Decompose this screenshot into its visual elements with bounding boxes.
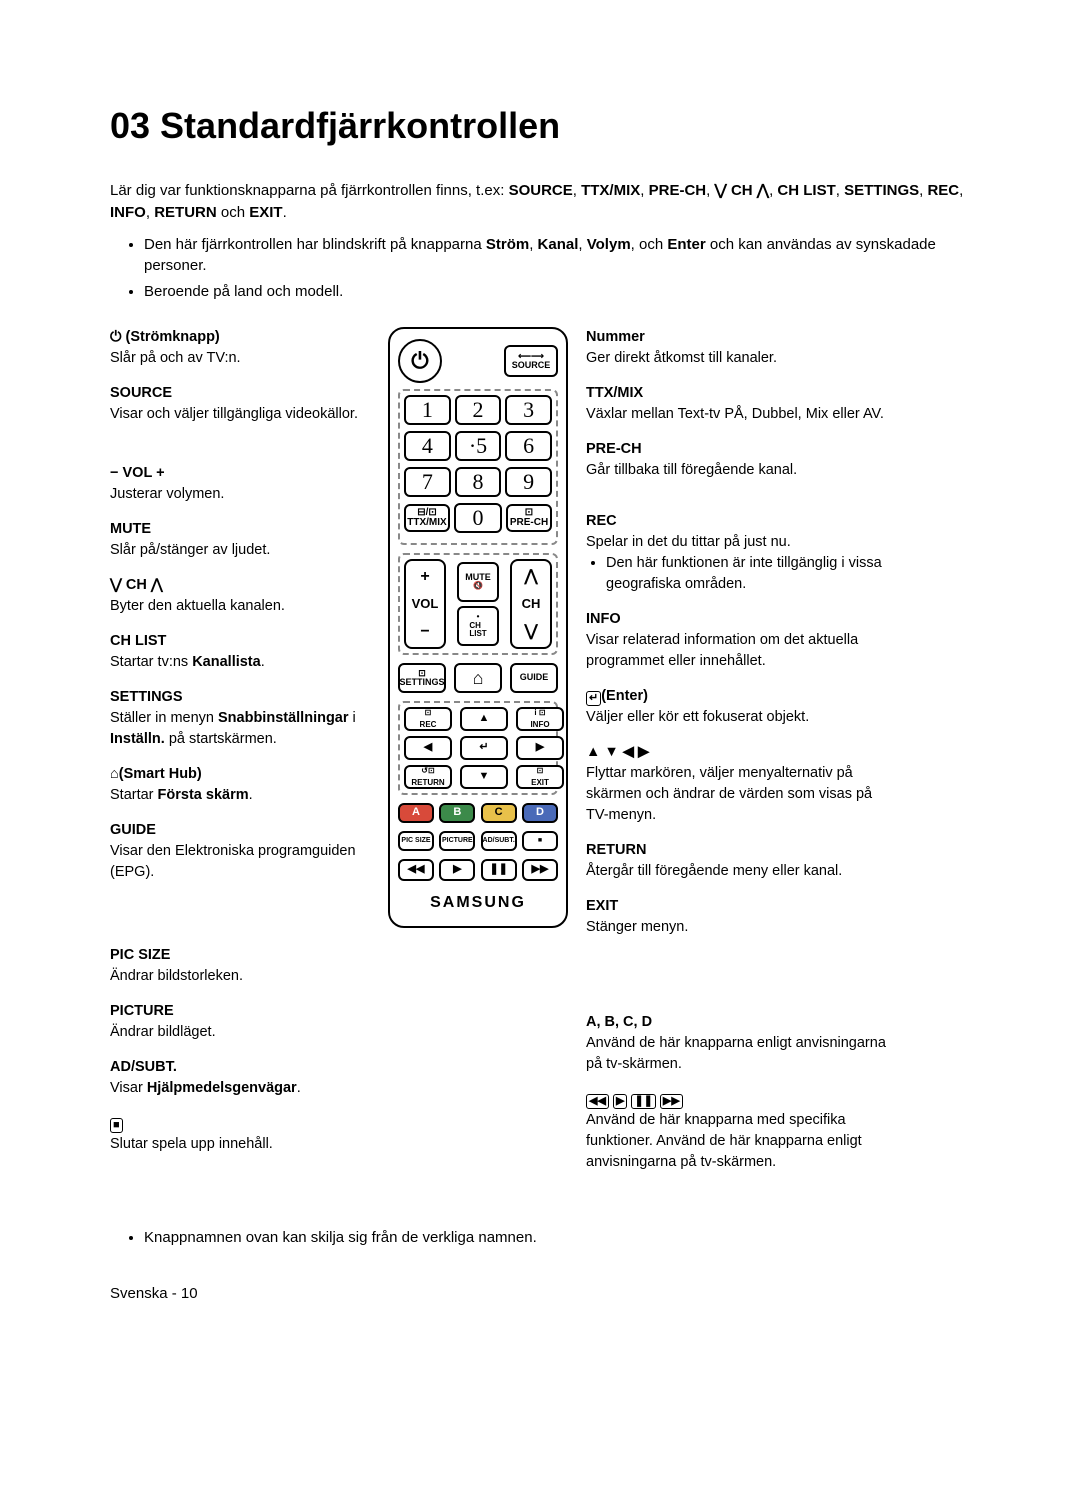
remote-ch-rocker: ⋀CH⋁: [510, 559, 552, 649]
callout-adsubt: AD/SUBT. Visar Hjälpmedelsgenvägar.: [110, 1057, 370, 1099]
list-item: Den här funktionen är inte tillgänglig i…: [606, 553, 896, 595]
callout-nummer: Nummer Ger direkt åtkomst till kanaler.: [586, 327, 896, 369]
remote-num-1: 1: [404, 395, 451, 425]
remote-exit-button: ⊡EXIT: [516, 765, 564, 789]
callout-vol: − VOL + Justerar volymen.: [110, 463, 370, 505]
bottom-note: Knappnamnen ovan kan skilja sig från de …: [110, 1227, 970, 1249]
home-icon: ⌂: [110, 766, 119, 782]
remote-picture-button: PICTURE: [439, 831, 475, 851]
remote-power-button: ⏻: [398, 339, 442, 383]
remote-num-6: 6: [505, 431, 552, 461]
callout-rec: REC Spelar in det du tittar på just nu. …: [586, 511, 896, 595]
callout-smarthub: ⌂(Smart Hub) Startar Första skärm.: [110, 764, 370, 806]
remote-guide-button: GUIDE: [510, 663, 558, 693]
forward-icon: ▶▶: [660, 1094, 683, 1109]
callout-chlist: CH LIST Startar tv:ns Kanallista.: [110, 631, 370, 673]
remote-num-5: ·5: [455, 431, 502, 461]
remote-color-d-button: D: [522, 803, 558, 823]
remote-play-button: ▶: [439, 859, 475, 881]
remote-brand: SAMSUNG: [398, 891, 558, 914]
list-item: Den här fjärrkontrollen har blindskrift …: [144, 234, 970, 278]
remote-vol-rocker: +VOL−: [404, 559, 446, 649]
page-footer: Svenska - 10: [110, 1283, 970, 1305]
remote-num-2: 2: [455, 395, 502, 425]
callout-enter: ↵(Enter) Väljer eller kör ett fokuserat …: [586, 686, 896, 728]
callout-stop: ■ Slutar spela upp innehåll.: [110, 1113, 370, 1155]
callout-picture: PICTURE Ändrar bildläget.: [110, 1001, 370, 1043]
stop-icon: ■: [110, 1118, 123, 1133]
remote-picsize-button: PIC SIZE: [398, 831, 434, 851]
remote-numpad: 123 4·56 789 ⊟/⊡TTX/MIX0⊡PRE-CH: [398, 389, 558, 545]
list-item: Beroende på land och modell.: [144, 281, 970, 303]
remote-forward-button: ▶▶: [522, 859, 558, 881]
remote-left-button: ◀: [404, 736, 452, 760]
callout-picsize: PIC SIZE Ändrar bildstorleken.: [110, 945, 370, 987]
callout-return: RETURN Återgår till föregående meny elle…: [586, 840, 896, 882]
remote-rec-button: ⊡REC: [404, 707, 452, 731]
rewind-icon: ◀◀: [586, 1094, 609, 1109]
callout-mute: MUTE Slår på/stänger av ljudet.: [110, 519, 370, 561]
remote-chlist-button: •CH LIST: [457, 606, 499, 646]
remote-color-a-button: A: [398, 803, 434, 823]
remote-diagram: ⏻ ⟵⟶SOURCE 123 4·56 789 ⊟/⊡TTX/MIX0⊡PRE-…: [388, 327, 568, 928]
callout-ch: ⋁ CH ⋀ Byter den aktuella kanalen.: [110, 575, 370, 617]
remote-num-9: 9: [505, 467, 552, 497]
play-icon: ▶: [613, 1094, 627, 1109]
callout-source: SOURCE Visar och väljer tillgängliga vid…: [110, 383, 370, 425]
remote-ttxmix-button: ⊟/⊡TTX/MIX: [404, 504, 450, 532]
left-callouts: ⏻ (Strömknapp) Slår på och av TV:n. SOUR…: [110, 327, 370, 1169]
callout-guide: GUIDE Visar den Elektroniska programguid…: [110, 820, 370, 883]
list-item: Knappnamnen ovan kan skilja sig från de …: [144, 1227, 970, 1249]
remote-color-c-button: C: [481, 803, 517, 823]
remote-settings-button: ⊡SETTINGS: [398, 663, 446, 693]
callout-ttxmix: TTX/MIX Växlar mellan Text-tv PÅ, Dubbel…: [586, 383, 896, 425]
callout-arrows: ▲ ▼ ◀ ▶ Flyttar markören, väljer menyalt…: [586, 742, 896, 826]
remote-enter-button: ↵: [460, 736, 508, 760]
callout-settings: SETTINGS Ställer in menyn Snabbinställni…: [110, 687, 370, 750]
remote-rewind-button: ◀◀: [398, 859, 434, 881]
callout-media: ◀◀ ▶ ❚❚ ▶▶ Använd de här knapparna med s…: [586, 1089, 896, 1173]
right-callouts: Nummer Ger direkt åtkomst till kanaler. …: [586, 327, 896, 1187]
callout-info: INFO Visar relaterad information om det …: [586, 609, 896, 672]
remote-num-7: 7: [404, 467, 451, 497]
remote-num-4: 4: [404, 431, 451, 461]
remote-down-button: ▼: [460, 765, 508, 789]
intro-text: Lär dig var funktionsknapparna på fjärrk…: [110, 180, 970, 224]
remote-source-button: ⟵⟶SOURCE: [504, 345, 558, 377]
remote-pause-button: ❚❚: [481, 859, 517, 881]
remote-num-8: 8: [455, 467, 502, 497]
power-icon: ⏻: [110, 329, 121, 345]
remote-num-3: 3: [505, 395, 552, 425]
pause-icon: ❚❚: [631, 1094, 655, 1109]
remote-info-button: i ⊡INFO: [516, 707, 564, 731]
callout-prech: PRE-CH Går tillbaka till föregående kana…: [586, 439, 896, 481]
remote-up-button: ▲: [460, 707, 508, 731]
callout-power: ⏻ (Strömknapp) Slår på och av TV:n.: [110, 327, 370, 369]
remote-adsubt-button: AD/SUBT.: [481, 831, 517, 851]
remote-num-0: 0: [454, 503, 502, 533]
remote-prech-button: ⊡PRE-CH: [506, 504, 552, 532]
remote-return-button: ↺⊡RETURN: [404, 765, 452, 789]
remote-right-button: ▶: [516, 736, 564, 760]
callout-exit: EXIT Stänger menyn.: [586, 896, 896, 938]
remote-stop-button: ■: [522, 831, 558, 851]
page-title: 03 Standardfjärrkontrollen: [110, 100, 970, 152]
remote-mute-button: MUTE🔇: [457, 562, 499, 602]
remote-color-b-button: B: [439, 803, 475, 823]
top-bullet-list: Den här fjärrkontrollen har blindskrift …: [144, 234, 970, 303]
remote-home-button: ⌂: [454, 663, 502, 693]
callout-abcd: A, B, C, D Använd de här knapparna enlig…: [586, 1012, 896, 1075]
enter-icon: ↵: [586, 691, 601, 706]
